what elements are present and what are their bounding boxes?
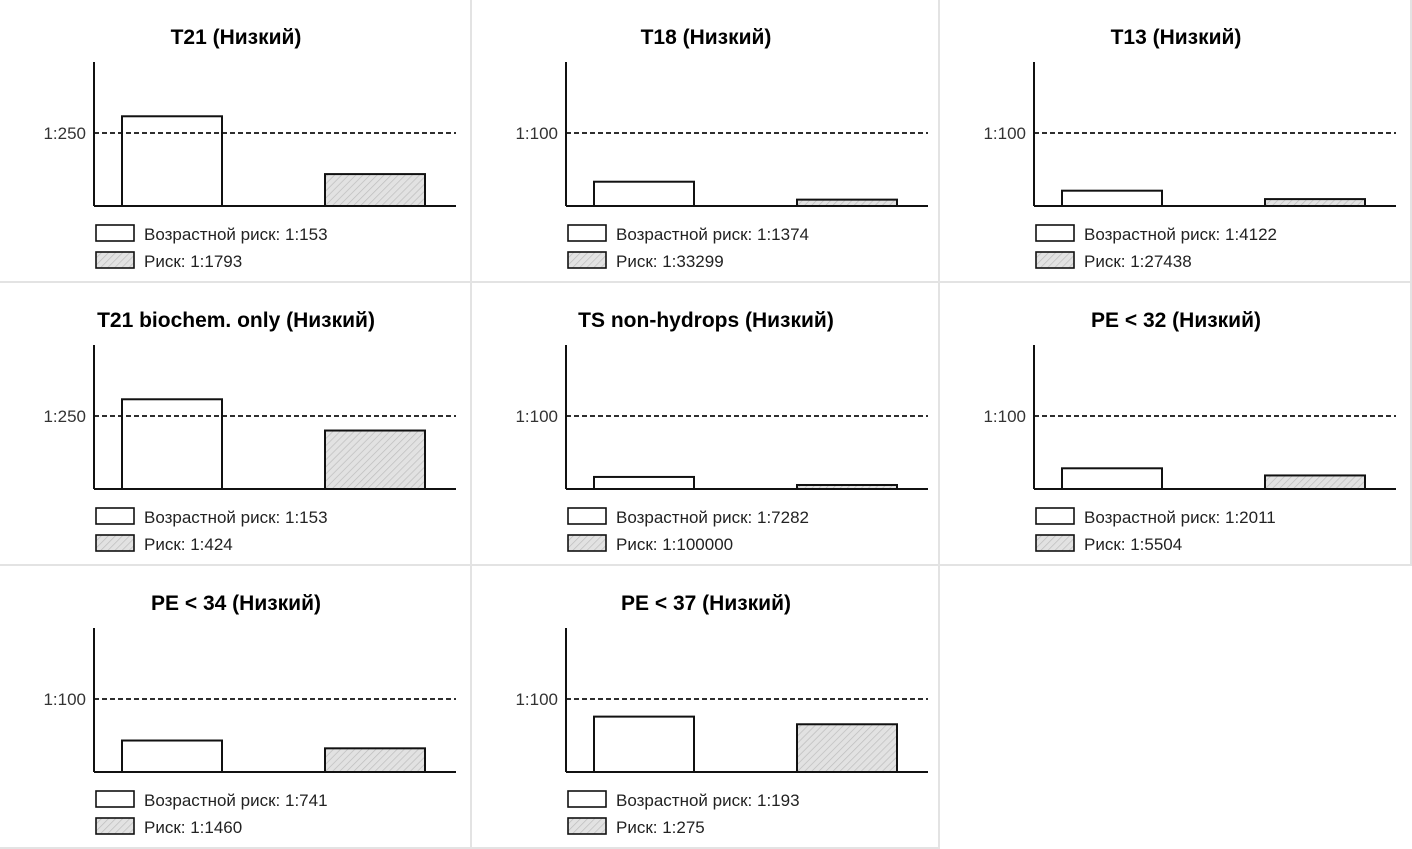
legend-label-age-risk: Возрастной риск: 1:1374	[616, 225, 809, 244]
threshold-label: 1:100	[515, 407, 558, 426]
risk-bar	[324, 747, 426, 774]
risk-chart: TS non-hydrops (Низкий) 1:100 Возрастной р…	[515, 309, 928, 554]
legend-label-risk: Риск: 1:1460	[144, 818, 242, 837]
legend-swatch-risk	[95, 534, 135, 552]
chart-title: PE < 32 (Низкий)	[1091, 309, 1261, 332]
legend-label-age-risk: Возрастной риск: 1:741	[144, 791, 328, 810]
threshold-label: 1:100	[983, 407, 1026, 426]
legend-swatch-age-risk	[95, 507, 135, 525]
risk-bar	[1264, 474, 1366, 490]
risk-chart: T21 (Низкий) 1:250 Возрастной риск: 1:153 Р…	[43, 26, 456, 271]
age-risk-bar	[1061, 189, 1163, 207]
threshold-label: 1:100	[983, 124, 1026, 143]
threshold-label: 1:100	[515, 690, 558, 709]
chart-panel: T18 (Низкий) 1:100 Возрастной риск: 1:1374…	[472, 0, 940, 283]
legend-swatch-age-risk	[1035, 507, 1075, 525]
legend-label-age-risk: Возрастной риск: 1:193	[616, 791, 800, 810]
legend-label-age-risk: Возрастной риск: 1:7282	[616, 508, 809, 527]
risk-bar	[796, 723, 898, 773]
legend-swatch-age-risk	[95, 224, 135, 242]
chart-title: PE < 34 (Низкий)	[151, 592, 321, 615]
age-risk-bar	[121, 739, 223, 773]
risk-chart: PE < 37 (Низкий) 1:100 Возрастной риск: 1:…	[515, 592, 928, 837]
risk-chart: T21 biochem. only (Низкий) 1:250 Возрастно…	[43, 309, 456, 554]
age-risk-bar	[121, 115, 223, 207]
legend-swatch-risk	[567, 251, 607, 269]
legend-swatch-age-risk	[1035, 224, 1075, 242]
age-risk-bar	[593, 715, 695, 774]
legend-swatch-age-risk	[95, 790, 135, 808]
legend-label-age-risk: Возрастной риск: 1:2011	[1084, 508, 1276, 527]
age-risk-bar	[593, 180, 695, 207]
chart-title: T18 (Низкий)	[641, 26, 772, 49]
chart-panel: T21 (Низкий) 1:250 Возрастной риск: 1:153 Р…	[0, 0, 472, 283]
age-risk-bar	[121, 398, 223, 490]
risk-chart: T13 (Низкий) 1:100 Возрастной риск: 1:4122…	[983, 26, 1396, 271]
legend-label-risk: Риск: 1:275	[616, 818, 705, 837]
age-risk-bar	[593, 475, 695, 491]
legend-label-risk: Риск: 1:424	[144, 535, 233, 554]
risk-chart: PE < 34 (Низкий) 1:100 Возрастной риск: 1:…	[43, 592, 456, 837]
chart-title: T21 (Низкий)	[171, 26, 302, 49]
risk-bar	[324, 429, 426, 490]
legend-label-risk: Риск: 1:27438	[1084, 252, 1192, 271]
threshold-label: 1:250	[43, 407, 86, 426]
risk-bar	[1264, 198, 1366, 208]
threshold-label: 1:100	[515, 124, 558, 143]
legend-label-risk: Риск: 1:5504	[1084, 535, 1182, 554]
legend-swatch-age-risk	[567, 224, 607, 242]
chart-panel: PE < 34 (Низкий) 1:100 Возрастной риск: 1:…	[0, 566, 472, 849]
chart-panel: T13 (Низкий) 1:100 Возрастной риск: 1:4122…	[940, 0, 1412, 283]
legend-label-risk: Риск: 1:100000	[616, 535, 733, 554]
chart-title: T13 (Низкий)	[1111, 26, 1242, 49]
chart-title: T21 biochem. only (Низкий)	[97, 309, 375, 332]
legend-label-age-risk: Возрастной риск: 1:4122	[1084, 225, 1277, 244]
chart-title: PE < 37 (Низкий)	[621, 592, 791, 615]
risk-chart: T18 (Низкий) 1:100 Возрастной риск: 1:1374…	[515, 26, 928, 271]
threshold-label: 1:100	[43, 690, 86, 709]
chart-title: TS non-hydrops (Низкий)	[578, 309, 834, 332]
chart-panel: PE < 32 (Низкий) 1:100 Возрастной риск: 1:…	[940, 283, 1412, 566]
legend-swatch-risk	[567, 534, 607, 552]
legend-label-age-risk: Возрастной риск: 1:153	[144, 508, 328, 527]
risk-chart: PE < 32 (Низкий) 1:100 Возрастной риск: 1:…	[983, 309, 1396, 554]
legend-swatch-risk	[567, 817, 607, 835]
legend-swatch-risk	[1035, 251, 1075, 269]
chart-panel: TS non-hydrops (Низкий) 1:100 Возрастной р…	[472, 283, 940, 566]
age-risk-bar	[1061, 467, 1163, 490]
legend-swatch-risk	[95, 251, 135, 269]
threshold-label: 1:250	[43, 124, 86, 143]
risk-bar	[324, 173, 426, 208]
legend-swatch-risk	[95, 817, 135, 835]
legend-label-risk: Риск: 1:33299	[616, 252, 724, 271]
legend-swatch-age-risk	[567, 507, 607, 525]
chart-panel: T21 biochem. only (Низкий) 1:250 Возрастно…	[0, 283, 472, 566]
legend-label-risk: Риск: 1:1793	[144, 252, 242, 271]
legend-label-age-risk: Возрастной риск: 1:153	[144, 225, 328, 244]
legend-swatch-age-risk	[567, 790, 607, 808]
legend-swatch-risk	[1035, 534, 1075, 552]
chart-panel: PE < 37 (Низкий) 1:100 Возрастной риск: 1:…	[472, 566, 940, 849]
